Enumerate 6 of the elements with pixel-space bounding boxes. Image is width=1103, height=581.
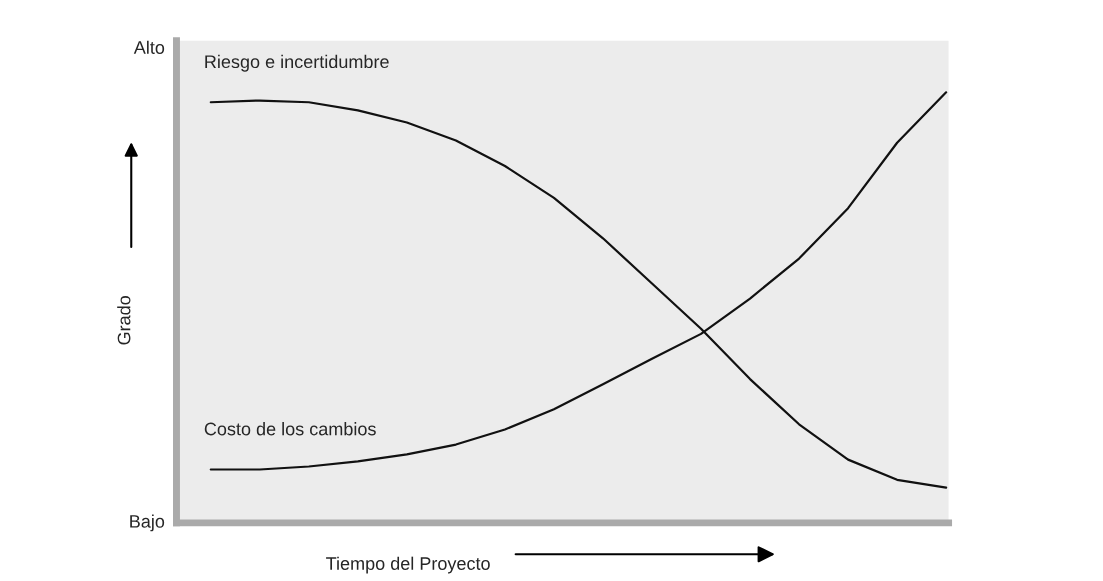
text: Bajo bbox=[130, 514, 165, 532]
y-axis-title: Grado bbox=[117, 296, 131, 345]
text: Alto bbox=[133, 40, 165, 54]
series-label: Costo de los cambios bbox=[204, 422, 376, 436]
x-axis-title: Tiempo del Proyecto bbox=[326, 556, 490, 574]
series-label: Riesgo e incertidumbre bbox=[205, 54, 389, 72]
